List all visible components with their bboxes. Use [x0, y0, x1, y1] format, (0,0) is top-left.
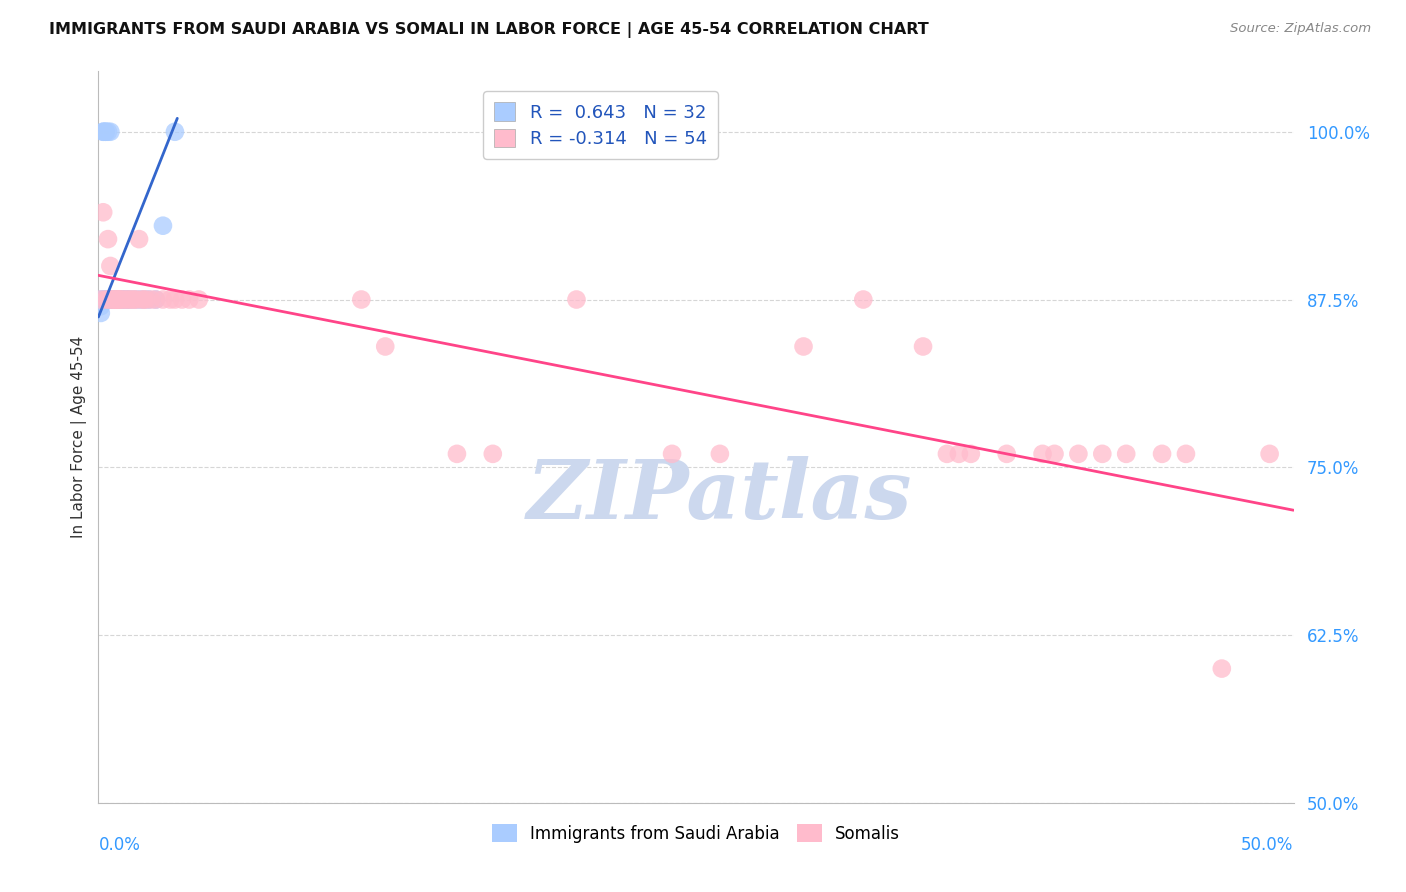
Point — [114, 293, 136, 307]
Point — [107, 293, 129, 307]
Point — [138, 293, 160, 307]
Point — [94, 293, 117, 307]
Point — [107, 293, 129, 307]
Point — [97, 232, 120, 246]
Point — [1091, 447, 1114, 461]
Point — [1152, 447, 1174, 461]
Point — [97, 293, 120, 307]
Point — [108, 293, 131, 307]
Text: Source: ZipAtlas.com: Source: ZipAtlas.com — [1230, 22, 1371, 36]
Point — [97, 125, 120, 139]
Point — [132, 293, 155, 307]
Point — [187, 293, 209, 307]
Point — [124, 293, 146, 307]
Point — [98, 293, 122, 307]
Point — [101, 293, 124, 307]
Point — [852, 293, 875, 307]
Point — [91, 205, 114, 219]
Point — [101, 293, 124, 307]
Point — [948, 447, 970, 461]
Point — [1032, 447, 1054, 461]
Point — [101, 293, 124, 307]
Point — [145, 293, 167, 307]
Point — [446, 447, 468, 461]
Point — [960, 447, 983, 461]
Point — [94, 125, 117, 139]
Point — [90, 293, 112, 307]
Point — [111, 293, 134, 307]
Point — [128, 293, 150, 307]
Point — [118, 293, 141, 307]
Point — [661, 447, 683, 461]
Point — [101, 293, 124, 307]
Legend: Immigrants from Saudi Arabia, Somalis: Immigrants from Saudi Arabia, Somalis — [485, 818, 907, 849]
Point — [936, 447, 959, 461]
Point — [179, 293, 201, 307]
Point — [172, 293, 194, 307]
Point — [108, 293, 131, 307]
Point — [91, 293, 114, 307]
Point — [995, 447, 1018, 461]
Text: IMMIGRANTS FROM SAUDI ARABIA VS SOMALI IN LABOR FORCE | AGE 45-54 CORRELATION CH: IMMIGRANTS FROM SAUDI ARABIA VS SOMALI I… — [49, 22, 929, 38]
Point — [1115, 447, 1137, 461]
Point — [90, 306, 112, 320]
Point — [1043, 447, 1066, 461]
Point — [115, 293, 138, 307]
Point — [124, 293, 146, 307]
Point — [709, 447, 731, 461]
Point — [94, 293, 117, 307]
Text: ZIPatlas: ZIPatlas — [527, 456, 912, 535]
Point — [125, 293, 148, 307]
Point — [132, 293, 155, 307]
Point — [135, 293, 157, 307]
Point — [98, 293, 122, 307]
Point — [91, 125, 114, 139]
Point — [1067, 447, 1090, 461]
Point — [145, 293, 167, 307]
Point — [793, 339, 815, 353]
Point — [131, 293, 153, 307]
Point — [91, 125, 114, 139]
Point — [1211, 662, 1233, 676]
Point — [97, 293, 120, 307]
Point — [94, 125, 117, 139]
Point — [97, 293, 120, 307]
Point — [121, 293, 143, 307]
Point — [104, 293, 127, 307]
Point — [115, 293, 138, 307]
Point — [139, 293, 162, 307]
Point — [108, 293, 131, 307]
Point — [1258, 447, 1281, 461]
Point — [104, 293, 127, 307]
Point — [152, 219, 174, 233]
Point — [350, 293, 373, 307]
Y-axis label: In Labor Force | Age 45-54: In Labor Force | Age 45-54 — [72, 336, 87, 538]
Point — [163, 293, 186, 307]
Point — [565, 293, 588, 307]
Point — [90, 293, 112, 307]
Point — [128, 232, 150, 246]
Point — [104, 293, 127, 307]
Text: 50.0%: 50.0% — [1241, 836, 1294, 854]
Point — [118, 293, 141, 307]
Point — [98, 259, 122, 273]
Point — [481, 447, 505, 461]
Point — [90, 299, 112, 313]
Point — [104, 293, 127, 307]
Point — [111, 293, 134, 307]
Point — [107, 293, 129, 307]
Text: 0.0%: 0.0% — [98, 836, 141, 854]
Point — [107, 293, 129, 307]
Point — [374, 339, 396, 353]
Point — [159, 293, 181, 307]
Point — [911, 339, 934, 353]
Point — [98, 125, 122, 139]
Point — [152, 293, 174, 307]
Point — [163, 125, 186, 139]
Point — [1175, 447, 1198, 461]
Point — [114, 293, 136, 307]
